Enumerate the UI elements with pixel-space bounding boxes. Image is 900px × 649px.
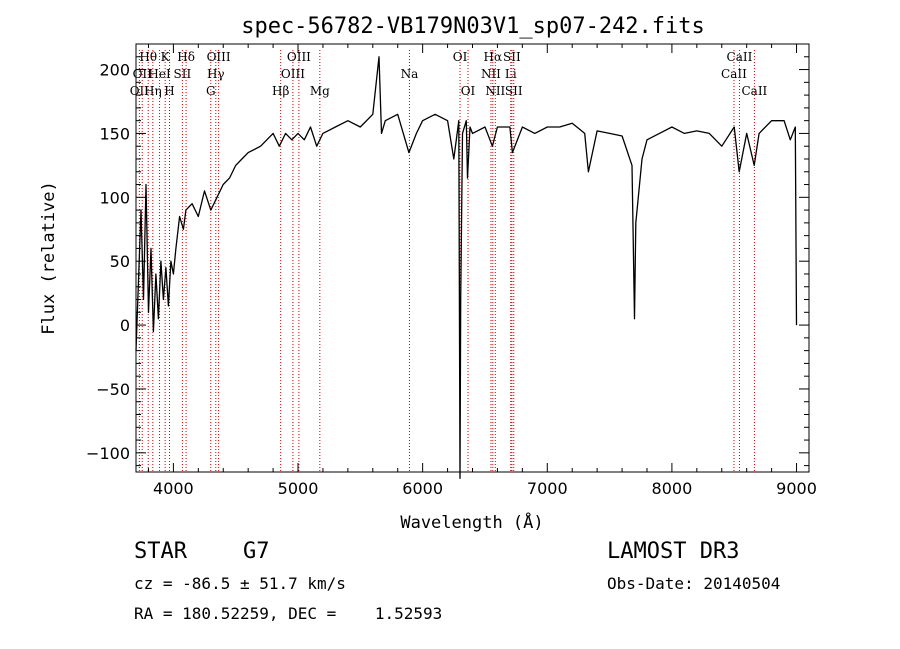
object-subclass: G7 [243, 539, 270, 564]
line-label: H [164, 84, 174, 98]
redshift-text: cz = -86.5 ± 51.7 km/s [134, 574, 346, 593]
x-tick-label: 9000 [776, 479, 817, 498]
x-tick-label: 4000 [153, 479, 194, 498]
line-label: Na [401, 67, 419, 81]
line-label: Hα [484, 50, 503, 64]
line-label: Hδ [177, 50, 195, 64]
line-label: CaII [727, 50, 753, 64]
line-label: OIII [281, 67, 305, 81]
x-tick-label: 5000 [278, 479, 319, 498]
line-label: Li [505, 67, 517, 81]
y-tick-label: 200 [99, 61, 130, 80]
y-tick-label: 50 [110, 252, 130, 271]
line-label: HeI [148, 67, 171, 81]
line-label: SII [503, 50, 521, 64]
line-label: OI [453, 50, 468, 64]
y-tick-label: 100 [99, 188, 130, 207]
line-label: CaII [721, 67, 747, 81]
x-tick-label: 8000 [652, 479, 693, 498]
y-axis-label: Flux (relative) [39, 181, 59, 335]
line-label: SII [174, 67, 192, 81]
line-label: NII [481, 67, 501, 81]
line-label: Hθ [139, 50, 157, 64]
y-tick-label: 0 [120, 316, 130, 335]
spectrum-line [135, 56, 798, 480]
line-label: CaII [741, 84, 767, 98]
line-label: OIII [287, 50, 311, 64]
object-class: STAR [134, 539, 188, 564]
line-label: Hη [144, 84, 162, 98]
x-axis-label: Wavelength (Å) [400, 511, 543, 533]
x-tick-label: 7000 [527, 479, 568, 498]
line-label: G [206, 84, 216, 98]
line-label: K [161, 50, 171, 64]
survey-name: LAMOST DR3 [607, 539, 739, 564]
line-label: OII [130, 84, 150, 98]
obs-date: Obs-Date: 20140504 [607, 574, 780, 593]
line-label: OIII [207, 50, 231, 64]
y-tick-label: −100 [86, 444, 130, 463]
y-tick-label: 150 [99, 124, 130, 143]
line-label: Hβ [272, 84, 289, 98]
line-label: Hγ [207, 67, 225, 81]
line-label: Mg [310, 84, 330, 98]
coordinates: RA = 180.52259, DEC = 1.52593 [134, 604, 442, 623]
line-label: SII [505, 84, 523, 98]
line-label: OII [133, 67, 153, 81]
plot-frame [135, 43, 810, 473]
y-tick-label: −50 [96, 380, 130, 399]
line-label: OI [461, 84, 476, 98]
line-label: NII [485, 84, 505, 98]
chart-title: spec-56782-VB179N03V1_sp07-242.fits [241, 14, 705, 39]
x-tick-label: 6000 [402, 479, 443, 498]
